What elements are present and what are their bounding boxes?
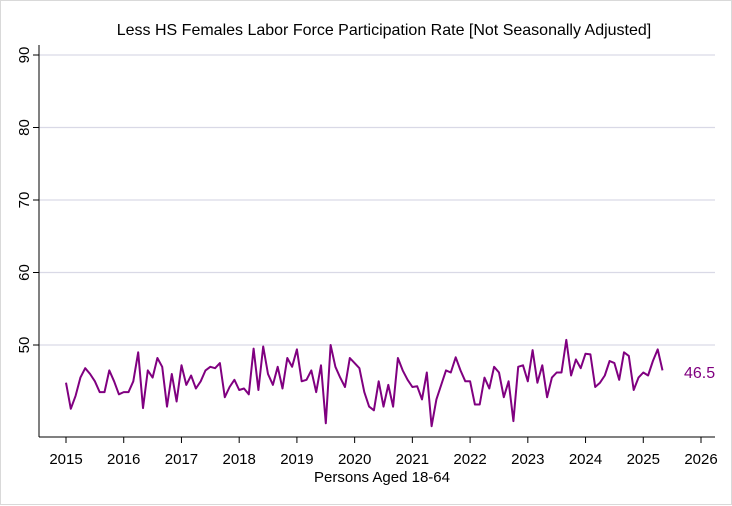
x-tick-label-2019: 2019 bbox=[280, 451, 313, 468]
x-tick-label-2017: 2017 bbox=[165, 451, 198, 468]
last-value-label: 46.5 bbox=[684, 365, 715, 382]
y-tick-label-80: 80 bbox=[16, 119, 33, 136]
x-tick-label-2018: 2018 bbox=[222, 451, 255, 468]
x-tick-label-2021: 2021 bbox=[396, 451, 429, 468]
y-axis-ticks: 50 60 70 80 90 bbox=[16, 47, 39, 354]
axes bbox=[38, 45, 715, 438]
x-tick-label-2026: 2026 bbox=[684, 451, 717, 468]
x-tick-label-2023: 2023 bbox=[511, 451, 544, 468]
x-tick-label-2020: 2020 bbox=[338, 451, 371, 468]
x-tick-label-2016: 2016 bbox=[107, 451, 140, 468]
y-tick-label-50: 50 bbox=[16, 337, 33, 354]
chart-title: Less HS Females Labor Force Participatio… bbox=[117, 22, 652, 39]
x-axis-label: Persons Aged 18-64 bbox=[314, 469, 450, 486]
x-tick-label-2022: 2022 bbox=[453, 451, 486, 468]
x-tick-label-2025: 2025 bbox=[627, 451, 660, 468]
y-tick-label-60: 60 bbox=[16, 264, 33, 281]
gridlines bbox=[39, 54, 715, 346]
x-tick-label-2015: 2015 bbox=[49, 451, 82, 468]
y-tick-label-90: 90 bbox=[16, 47, 33, 64]
series-line bbox=[65, 338, 664, 428]
y-tick-label-70: 70 bbox=[16, 192, 33, 209]
series-group bbox=[65, 338, 664, 428]
x-axis-ticks: 2015 2016 2017 2018 2019 2020 2021 2022 2023 2024… bbox=[49, 437, 718, 468]
x-tick-label-2024: 2024 bbox=[569, 451, 602, 468]
